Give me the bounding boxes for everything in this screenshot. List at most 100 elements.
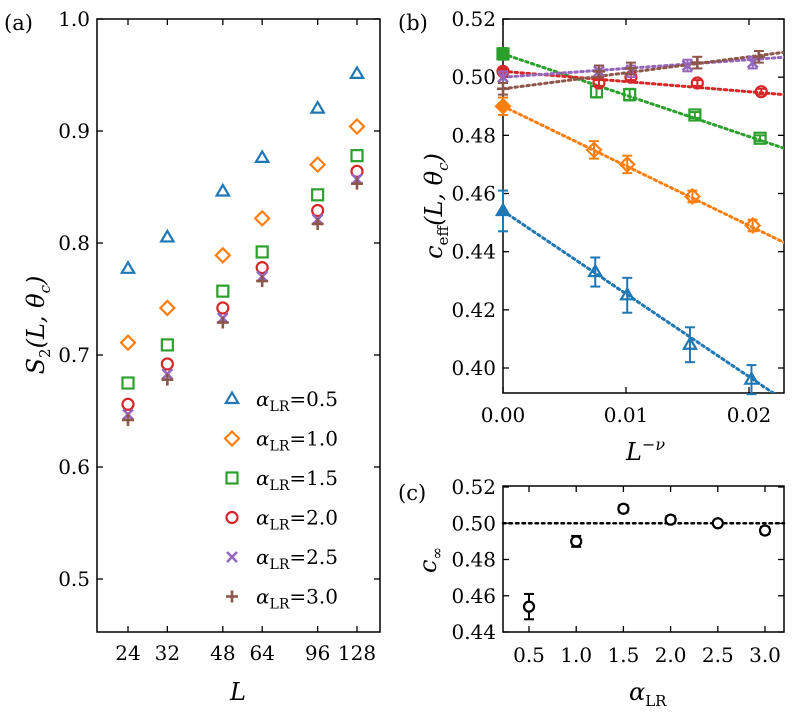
point-b-alpha-2.5: [746, 56, 759, 69]
point-a-alpha-0.5: [309, 99, 326, 114]
legend-marker-alpha-1.5: [225, 471, 239, 485]
point-a-alpha-1.0: [253, 209, 271, 227]
point-a-alpha-3.0: [161, 373, 174, 386]
panel-a-ylabel: S2(L, θc): [22, 276, 54, 375]
errbar-b-alpha-0.5: [590, 256, 601, 288]
x-tick-label-b: 0.01: [604, 403, 649, 427]
y-tick-label-a: 0.6: [58, 455, 90, 479]
intercept-b-alpha-2.5-stroke2: [497, 71, 509, 84]
point-a-alpha-3.0: [351, 177, 363, 190]
point-a-alpha-1.0: [348, 117, 366, 136]
point-b-alpha-1.0-shape: [585, 141, 603, 159]
panel-label-b: (b): [398, 11, 428, 35]
point-a-alpha-0.5-shape: [214, 182, 231, 197]
point-a-alpha-0.5: [254, 149, 271, 164]
point-a-alpha-0.5-shape: [119, 260, 137, 274]
point-a-alpha-1.0: [214, 246, 232, 264]
point-a-alpha-2.0: [121, 397, 135, 411]
point-a-alpha-0.5-shape: [159, 228, 176, 243]
point-a-alpha-2.0-shape: [311, 203, 325, 218]
legend-marker-alpha-2.0-shape: [225, 510, 239, 525]
point-a-alpha-1.0-shape: [214, 246, 232, 264]
x-tick-label-c: 1.0: [560, 643, 592, 667]
intercept-b-alpha-0.5: [494, 202, 512, 217]
point-a-alpha-1.5-shape: [160, 338, 174, 352]
point-a-alpha-2.0-shape: [216, 301, 230, 315]
svg-text:c∞: c∞: [414, 547, 446, 573]
legend-marker-alpha-1.0-shape: [223, 429, 241, 448]
point-b-alpha-1.0: [618, 155, 636, 173]
point-a-alpha-1.5: [216, 284, 230, 298]
y-tick-label-b: 0.40: [451, 356, 496, 380]
point-a-alpha-1.5: [255, 245, 269, 259]
errbar-b-alpha-0.5: [746, 364, 757, 396]
point-a-alpha-3.0: [122, 413, 134, 426]
point-b-alpha-2.0-shape: [754, 85, 768, 99]
point-b-alpha-0.5-shape: [681, 336, 699, 350]
point-a-alpha-1.5: [160, 338, 174, 352]
y-tick-label-b: 0.50: [451, 65, 496, 89]
x-tick-label-a: 32: [155, 641, 180, 665]
x-tick-label-c: 0.5: [513, 643, 545, 667]
point-a-alpha-0.5: [214, 182, 231, 197]
panel-b-plot: 0.00 0.01 0.02 0.40 0.42 0.44 0.46 0.48 0.50 0.52: [451, 7, 784, 427]
panel-label-a: (a): [4, 11, 33, 35]
point-a-alpha-1.0: [158, 299, 176, 317]
point-b-alpha-1.5-shape: [688, 108, 702, 122]
x-tick-label-c: 3.0: [749, 643, 781, 667]
x-tick-label-b: 0.02: [727, 403, 772, 427]
fit-line-alpha-3.0: [503, 50, 784, 91]
panel-c-frame: [502, 485, 785, 633]
point-a-alpha-1.5: [350, 149, 364, 163]
point-b-alpha-1.0: [683, 187, 701, 205]
point-b-alpha-2.0: [754, 85, 768, 99]
point-c: [711, 517, 724, 530]
svg-text:S2(L, θc): S2(L, θc): [22, 276, 54, 375]
point-a-alpha-0.5: [348, 65, 366, 80]
point-b-alpha-2.5-stroke2: [681, 59, 694, 72]
intercept-b-alpha-2.5: [497, 71, 509, 84]
fit-line-alpha-2.5: [503, 55, 784, 79]
panel-c-xlabel: αLR: [629, 678, 667, 710]
point-a-alpha-2.0: [311, 203, 325, 218]
point-a-alpha-1.5-shape: [255, 245, 269, 259]
fit-line-alpha-2.0: [503, 69, 784, 97]
point-b-alpha-1.5-shape: [753, 131, 767, 145]
legend-marker-alpha-1.5-shape: [225, 471, 239, 485]
intercept-b-alpha-1.0-shape: [494, 97, 512, 115]
y-tick-label-a: 0.5: [58, 567, 90, 591]
point-a-alpha-1.0-shape: [309, 156, 327, 174]
point-b-alpha-1.5: [623, 88, 637, 102]
legend-marker-alpha-3.0: [226, 590, 238, 603]
point-c: [522, 600, 536, 613]
panel-a-frame: [96, 18, 381, 633]
errbar-b-alpha-1.5: [755, 134, 766, 143]
panel-a-xlabel: L: [229, 678, 246, 706]
point-a-alpha-0.5-shape: [309, 99, 326, 114]
point-a-alpha-1.5: [121, 376, 135, 390]
point-b-alpha-2.5: [681, 59, 694, 72]
y-tick-label-a: 0.9: [58, 119, 90, 143]
y-tick-label-b: 0.42: [451, 298, 496, 322]
svg-text:L−ν: L−ν: [625, 435, 665, 466]
point-b-alpha-1.0-shape: [744, 216, 762, 235]
y-tick-label-c: 0.52: [451, 475, 496, 499]
intercept-b-alpha-1.5: [496, 47, 510, 61]
x-tick-label-a: 128: [338, 641, 376, 665]
legend-marker-alpha-1.0: [223, 429, 241, 448]
x-tick-label-c: 1.5: [607, 643, 639, 667]
legend-marker-alpha-2.5: [226, 551, 238, 563]
point-c: [758, 524, 772, 537]
y-tick-label-b: 0.44: [451, 240, 496, 264]
legend-marker-alpha-0.5-shape: [223, 390, 241, 405]
panel-b-xlabel: L−ν: [625, 435, 665, 466]
legend-marker-alpha-0.5: [223, 390, 241, 405]
y-tick-label-b: 0.48: [451, 123, 496, 147]
point-b-alpha-1.5: [688, 108, 702, 122]
fit-lines-b: [503, 50, 784, 393]
point-b-alpha-1.5: [753, 131, 767, 145]
legend-label-alpha-2.5: αLR=2.5: [256, 545, 338, 573]
intercept-b-alpha-1.0: [494, 97, 512, 115]
errbar-b-alpha-0.5: [622, 276, 633, 314]
